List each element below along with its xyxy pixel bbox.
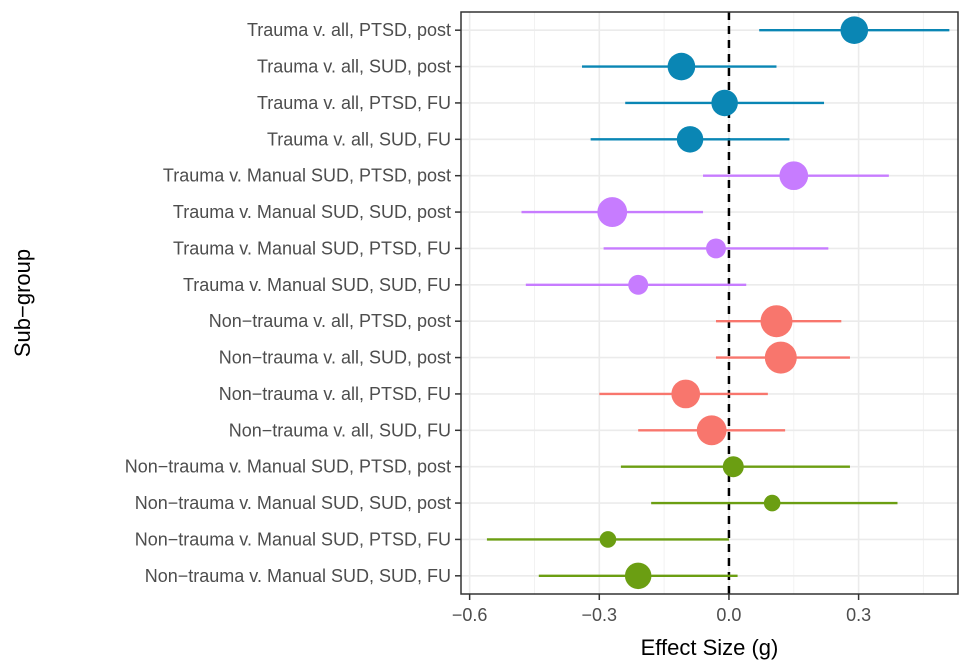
y-tick-label: Trauma v. all, SUD, post: [257, 57, 451, 77]
point-estimate: [711, 89, 738, 117]
x-tick-labels: −0.6 −0.3 0.0 0.3: [452, 594, 871, 625]
point-estimate: [696, 415, 727, 446]
y-axis-title: Sub−group: [10, 249, 35, 357]
data-marks: [486, 16, 950, 590]
y-tick-label: Non−trauma v. Manual SUD, PTSD, post: [125, 457, 451, 477]
x-tick-label: 0.3: [846, 605, 871, 625]
gridlines: [461, 12, 958, 594]
y-tick-label: Non−trauma v. Manual SUD, SUD, post: [135, 493, 451, 513]
point-estimate: [840, 16, 869, 44]
y-tick-label: Trauma v. all, SUD, FU: [267, 129, 451, 149]
point-estimate: [624, 562, 652, 590]
y-tick-label: Non−trauma v. all, SUD, FU: [229, 420, 451, 440]
x-axis-title: Effect Size (g): [641, 635, 779, 660]
panel-border: [460, 11, 959, 595]
point-estimate: [764, 341, 797, 374]
y-tick-label: Trauma v. Manual SUD, SUD, post: [173, 202, 451, 222]
point-estimate: [763, 494, 781, 512]
y-tick-label: Trauma v. all, PTSD, FU: [257, 93, 451, 113]
point-estimate: [671, 379, 701, 409]
y-tick-label: Trauma v. Manual SUD, SUD, FU: [183, 275, 451, 295]
point-estimate: [760, 305, 793, 338]
y-tick-label: Non−trauma v. all, PTSD, FU: [219, 384, 451, 404]
y-tick-labels: Trauma v. all, PTSD, post Trauma v. all, …: [125, 20, 461, 586]
y-tick-label: Trauma v. all, PTSD, post: [247, 20, 451, 40]
point-estimate: [722, 456, 744, 478]
point-estimate: [628, 274, 649, 295]
x-tick-label: −0.6: [452, 605, 488, 625]
point-estimate: [676, 126, 704, 153]
point-estimate: [597, 197, 628, 227]
y-tick-label: Non−trauma v. Manual SUD, PTSD, FU: [135, 529, 451, 549]
y-tick-label: Non−trauma v. all, SUD, post: [219, 348, 451, 368]
y-tick-label: Trauma v. Manual SUD, PTSD, post: [163, 166, 451, 186]
y-tick-label: Trauma v. Manual SUD, PTSD, FU: [173, 238, 451, 258]
point-estimate: [779, 161, 809, 191]
point-estimate: [599, 531, 617, 548]
point-estimate: [667, 52, 696, 81]
x-tick-label: −0.3: [582, 605, 618, 625]
x-tick-label: 0.0: [716, 605, 741, 625]
y-tick-label: Non−trauma v. all, PTSD, post: [209, 311, 451, 331]
point-estimate: [706, 238, 726, 259]
y-tick-label: Non−trauma v. Manual SUD, SUD, FU: [145, 566, 451, 586]
